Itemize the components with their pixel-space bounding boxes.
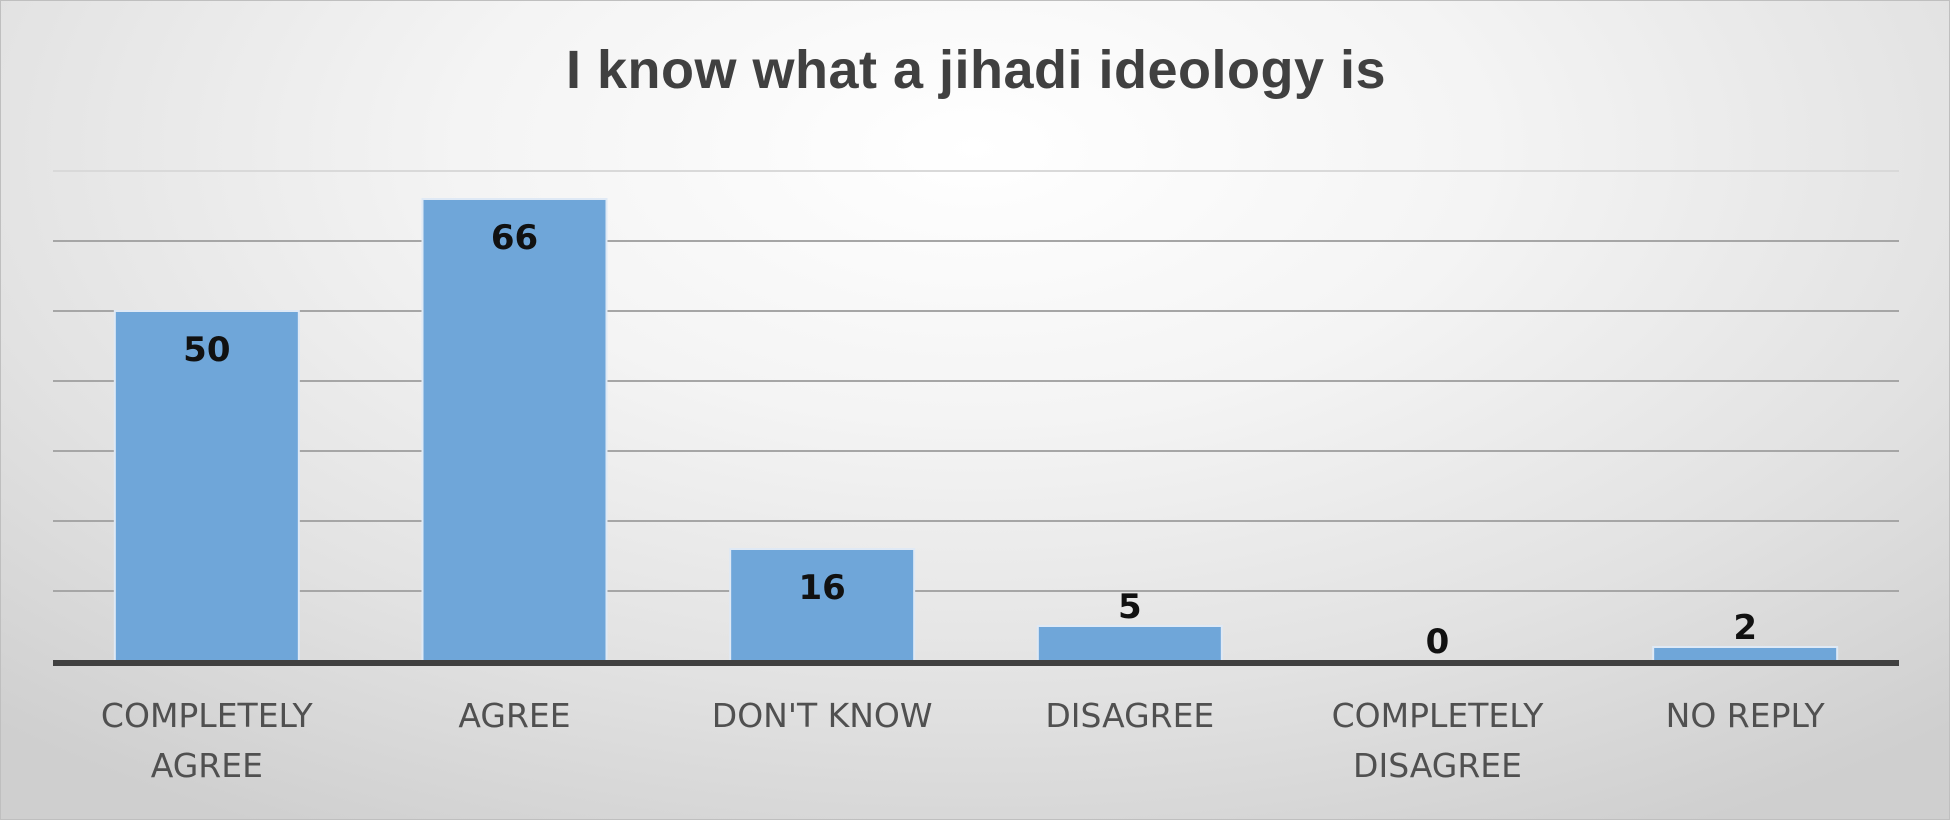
data-label: 50 (183, 330, 230, 370)
category-label: AGREE (151, 746, 263, 785)
bar (729, 548, 916, 662)
bar (1652, 646, 1839, 662)
category-label: COMPLETELY (1332, 696, 1545, 735)
category-label: DISAGREE (1045, 696, 1214, 735)
data-label: 16 (799, 568, 846, 608)
category-label: DISAGREE (1353, 746, 1522, 785)
data-label: 66 (491, 218, 538, 258)
data-label: 2 (1733, 608, 1757, 648)
bar (1036, 625, 1223, 662)
data-label: 0 (1426, 622, 1450, 662)
bar (113, 310, 300, 662)
category-label: NO REPLY (1666, 696, 1826, 735)
category-label: COMPLETELY (101, 696, 314, 735)
category-label: AGREE (458, 696, 570, 735)
bar (421, 198, 608, 662)
chart-title: I know what a jihadi ideology is (565, 40, 1387, 100)
category-label: DON'T KNOW (712, 696, 933, 735)
data-label: 5 (1118, 587, 1142, 627)
